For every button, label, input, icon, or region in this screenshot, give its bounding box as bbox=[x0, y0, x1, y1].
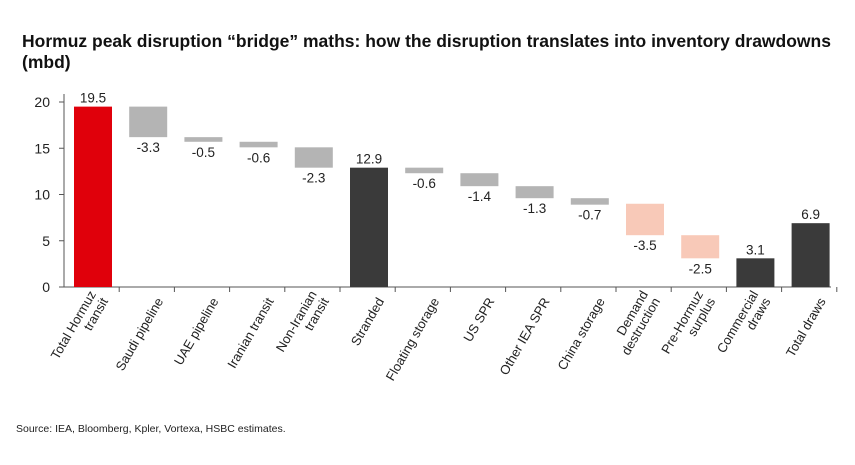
bar-step bbox=[129, 106, 168, 138]
x-tick-label: Total Hormuztransit bbox=[48, 288, 112, 369]
source-note: Source: IEA, Bloomberg, Kpler, Vortexa, … bbox=[16, 423, 286, 435]
data-label: -0.5 bbox=[192, 145, 215, 160]
bar-total bbox=[74, 106, 112, 287]
data-label: -1.3 bbox=[523, 201, 546, 216]
x-tick-label: Floating storage bbox=[383, 295, 443, 383]
bar-step bbox=[184, 137, 223, 142]
y-tick-label: 20 bbox=[34, 94, 50, 110]
bar-total bbox=[736, 258, 775, 287]
data-label: -2.3 bbox=[302, 171, 325, 186]
data-label: -1.4 bbox=[468, 189, 492, 204]
y-tick-label: 10 bbox=[34, 187, 50, 203]
x-tick-label: China storage bbox=[554, 295, 607, 373]
data-label: -3.3 bbox=[137, 140, 160, 155]
data-label: -3.5 bbox=[633, 238, 656, 253]
x-axis-labels: Total Hormuztransit Saudi pipeline UAE pip… bbox=[48, 288, 829, 383]
data-label: -0.6 bbox=[413, 176, 436, 191]
data-labels: 19.5 -3.3 -0.5 -0.6 -2.3 12.9 -0.6 -1.4 -1.3 -0.7… bbox=[80, 91, 820, 277]
x-tick-label: Commercialdraws bbox=[714, 288, 774, 363]
data-label: 6.9 bbox=[801, 207, 820, 222]
bar-step bbox=[681, 235, 720, 259]
axes: 0 5 10 15 20 bbox=[34, 94, 838, 295]
bars bbox=[74, 106, 830, 287]
bar-total bbox=[350, 167, 388, 287]
x-tick-label: Saudi pipeline bbox=[112, 295, 166, 373]
x-tick-label: Pre-Hormuzsurplus bbox=[658, 288, 718, 364]
waterfall-chart: 0 5 10 15 20 19.5 -3.3 -0.5 -0.6 -2.3 12.9 -0.6 -1.… bbox=[34, 91, 838, 383]
data-label: -0.6 bbox=[247, 150, 270, 165]
x-tick-label: Stranded bbox=[348, 295, 387, 348]
data-label: 3.1 bbox=[746, 242, 765, 257]
y-tick-label: 5 bbox=[42, 233, 50, 249]
bar-step bbox=[294, 147, 333, 168]
bar-step bbox=[626, 203, 664, 236]
bar-total bbox=[791, 223, 830, 287]
bar-step bbox=[405, 167, 444, 174]
data-label: -0.7 bbox=[578, 208, 601, 223]
y-tick-label: 0 bbox=[42, 279, 50, 295]
chart-title: Hormuz peak disruption “bridge” maths: h… bbox=[22, 31, 831, 72]
bar-step bbox=[570, 198, 609, 205]
x-tick-label: UAE pipeline bbox=[171, 295, 222, 368]
bar-step bbox=[515, 186, 554, 199]
x-tick-label: Non-Iraniantransit bbox=[273, 288, 332, 362]
data-label: 19.5 bbox=[80, 91, 106, 106]
x-tick-label: Demanddestruction bbox=[606, 288, 663, 358]
data-label: 12.9 bbox=[356, 152, 382, 167]
data-label: -2.5 bbox=[689, 261, 712, 276]
x-tick-label: US SPR bbox=[460, 295, 497, 344]
y-tick-label: 15 bbox=[34, 140, 50, 156]
x-tick-label: Iranian transit bbox=[224, 295, 277, 371]
bar-step bbox=[239, 141, 278, 148]
bar-step bbox=[460, 173, 499, 187]
x-tick-label: Other IEA SPR bbox=[496, 295, 552, 378]
x-tick-label: Total draws bbox=[783, 295, 829, 360]
